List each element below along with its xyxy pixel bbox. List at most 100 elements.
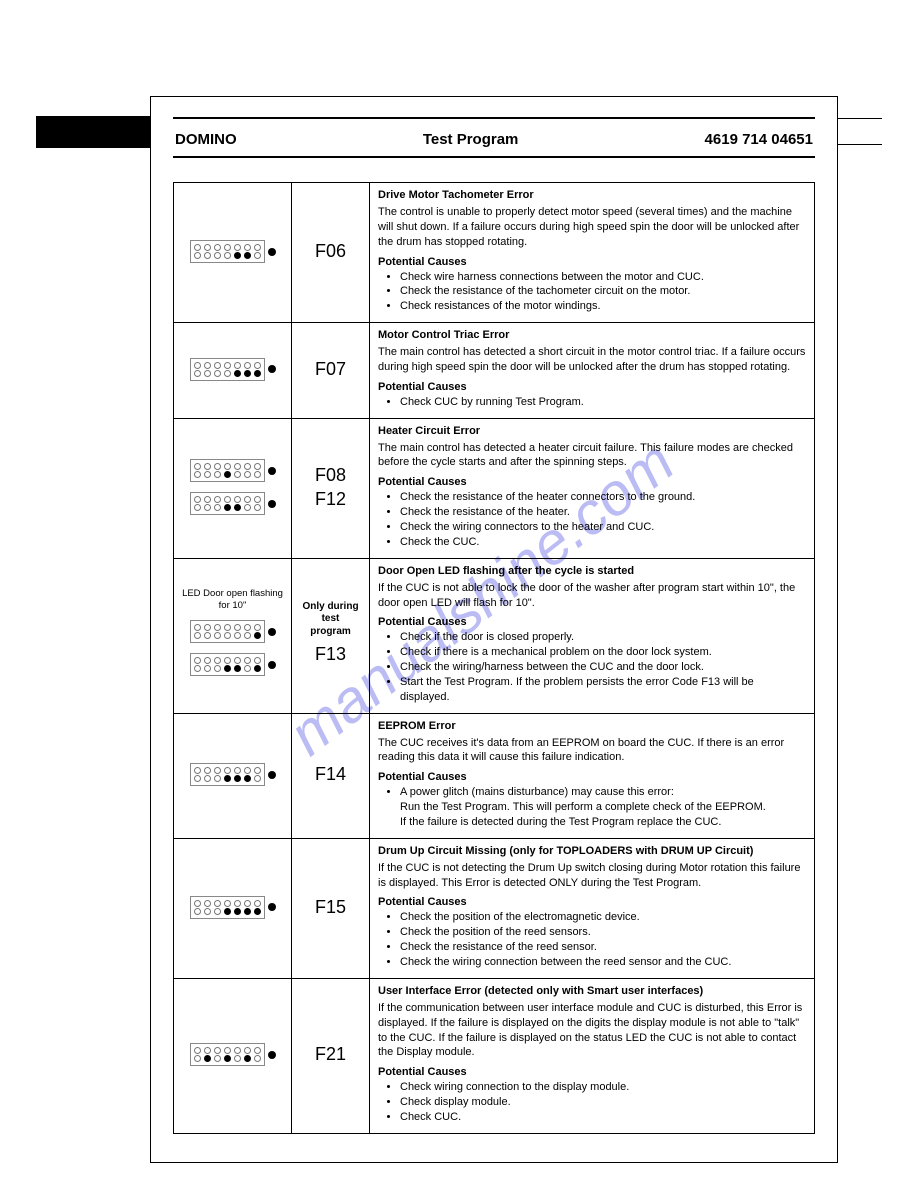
error-code: F12 [300,489,361,510]
led-panel [190,763,265,786]
indicator-dot [268,771,276,779]
error-code: F06 [300,241,361,262]
led-panel [190,492,265,515]
indicator-dot [268,1051,276,1059]
error-code-cell: F21 [292,978,370,1133]
led-panel [190,896,265,919]
document-page: manualshine.com DOMINO Test Program 4619… [150,96,838,1163]
error-code: F08 [300,465,361,486]
potential-causes-heading: Potential Causes [378,896,806,908]
error-title: EEPROM Error [378,720,806,732]
table-row: F08 F12 Heater Circuit ErrorThe main contr… [174,418,815,558]
error-title: Door Open LED flashing after the cycle i… [378,565,806,577]
list-item: Check resistances of the motor windings. [400,299,806,314]
indicator-dot [268,661,276,669]
error-code-cell: Only during test program F13 [292,558,370,713]
table-row: F06 Drive Motor Tachometer ErrorThe contr… [174,183,815,323]
list-item: Check the CUC. [400,535,806,550]
list-item: Check if the door is closed properly. [400,630,806,645]
list-item: Check wire harness connections between t… [400,270,806,285]
causes-list: Check wiring connection to the display m… [378,1080,806,1125]
list-item: Check wiring connection to the display m… [400,1080,806,1095]
causes-list: Check wire harness connections between t… [378,270,806,315]
vis-label: LED Door open flashing for 10" [182,588,283,611]
causes-list: A power glitch (mains disturbance) may c… [378,785,806,830]
error-code: F07 [300,359,361,380]
description-cell: Door Open LED flashing after the cycle i… [370,558,815,713]
code-note: Only during test program [300,601,361,639]
list-item: Check the position of the electromagneti… [400,910,806,925]
list-item: Check CUC by running Test Program. [400,395,806,410]
error-description: If the communication between user interf… [378,1001,806,1060]
list-item: Check display module. [400,1095,806,1110]
led-display-cell [174,183,292,323]
indicator-dot [268,903,276,911]
potential-causes-heading: Potential Causes [378,1066,806,1078]
list-item: Check the resistance of the reed sensor. [400,940,806,955]
causes-list: Check the resistance of the heater conne… [378,490,806,549]
error-title: Drum Up Circuit Missing (only for TOPLOA… [378,845,806,857]
led-display-cell [174,323,292,419]
description-cell: User Interface Error (detected only with… [370,978,815,1133]
list-item: Check the wiring connectors to the heate… [400,520,806,535]
indicator-dot [268,500,276,508]
error-code: F21 [300,1044,361,1065]
list-item: Check the wiring connection between the … [400,955,806,970]
table-row: LED Door open flashing for 10" Only durin… [174,558,815,713]
error-code-cell: F06 [292,183,370,323]
potential-causes-heading: Potential Causes [378,256,806,268]
list-item: Check the wiring/harness between the CUC… [400,660,806,675]
description-cell: Heater Circuit ErrorThe main control has… [370,418,815,558]
error-title: Motor Control Triac Error [378,329,806,341]
error-code: F13 [300,644,361,665]
led-panel [190,620,265,643]
led-panel [190,358,265,381]
list-item: A power glitch (mains disturbance) may c… [400,785,806,830]
led-display-cell: LED Door open flashing for 10" [174,558,292,713]
led-display-cell [174,978,292,1133]
table-row: F07 Motor Control Triac Error The main con… [174,323,815,419]
error-code-cell: F15 [292,838,370,978]
table-row: F14 EEPROM Error The CUC receives it's dat… [174,713,815,838]
list-item: Start the Test Program. If the problem p… [400,675,806,705]
led-panel [190,653,265,676]
description-cell: Drum Up Circuit Missing (only for TOPLOA… [370,838,815,978]
led-display-cell [174,838,292,978]
led-panel [190,1043,265,1066]
list-item: Check the resistance of the heater. [400,505,806,520]
error-description: If the CUC is not able to lock the door … [378,581,806,611]
description-cell: EEPROM Error The CUC receives it's data f… [370,713,815,838]
indicator-dot [268,467,276,475]
description-cell: Drive Motor Tachometer ErrorThe control … [370,183,815,323]
title-rule-bottom [173,156,815,158]
title-rule-top [173,117,815,119]
led-display-cell [174,418,292,558]
error-code: F14 [300,764,361,785]
error-description: If the CUC is not detecting the Drum Up … [378,861,806,891]
description-cell: Motor Control Triac Error The main contro… [370,323,815,419]
table-row: F15 Drum Up Circuit Missing (only for TOP… [174,838,815,978]
potential-causes-heading: Potential Causes [378,616,806,628]
error-title: Drive Motor Tachometer Error [378,189,806,201]
error-code: F15 [300,897,361,918]
list-item: Check the resistance of the heater conne… [400,490,806,505]
error-description: The main control has detected a short ci… [378,345,806,375]
error-title: Heater Circuit Error [378,425,806,437]
header-left: DOMINO [175,131,237,148]
error-code-cell: F14 [292,713,370,838]
list-item: Check the position of the reed sensors. [400,925,806,940]
list-item: Check CUC. [400,1110,806,1125]
potential-causes-heading: Potential Causes [378,771,806,783]
table-row: F21 User Interface Error (detected only w… [174,978,815,1133]
page-header: DOMINO Test Program 4619 714 04651 [173,129,815,156]
header-center: Test Program [423,131,519,148]
causes-list: Check if the door is closed properly. Che… [378,630,806,704]
error-code-cell: F07 [292,323,370,419]
causes-list: Check CUC by running Test Program. [378,395,806,410]
causes-list: Check the position of the electromagneti… [378,910,806,969]
list-item: Check the resistance of the tachometer c… [400,284,806,299]
error-code-table: F06 Drive Motor Tachometer ErrorThe contr… [173,182,815,1134]
error-description: The CUC receives it's data from an EEPRO… [378,736,806,766]
led-panel [190,459,265,482]
potential-causes-heading: Potential Causes [378,381,806,393]
